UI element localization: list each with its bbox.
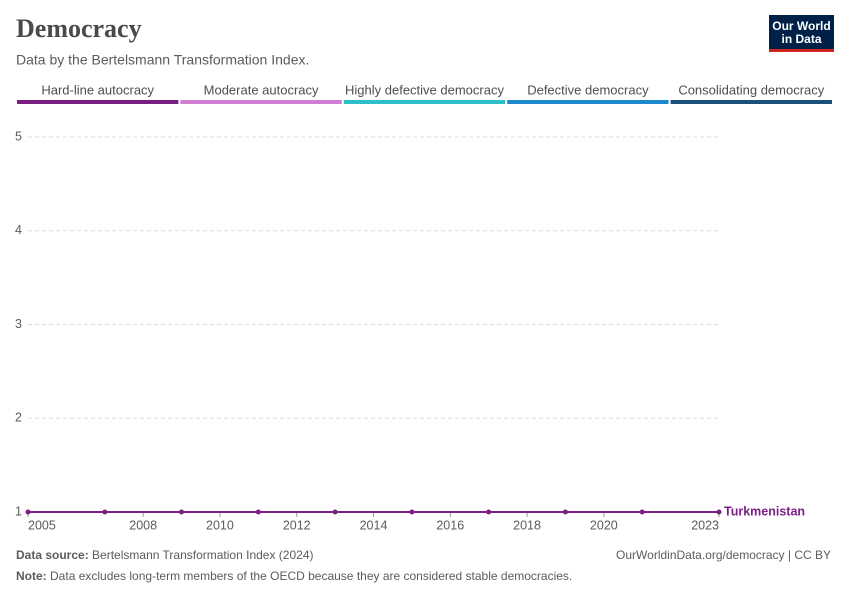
data-point bbox=[639, 509, 645, 515]
chart-title: Democracy bbox=[16, 14, 142, 43]
x-tick-label: 2010 bbox=[206, 518, 234, 532]
y-tick-label: 3 bbox=[15, 317, 22, 331]
data-point bbox=[102, 509, 108, 515]
note-text: Data excludes long-term members of the O… bbox=[50, 569, 572, 583]
legend-label: Hard-line autocracy bbox=[41, 82, 154, 97]
y-tick-label: 4 bbox=[15, 223, 22, 237]
x-tick-label: 2008 bbox=[129, 518, 157, 532]
x-tick-label: 2018 bbox=[513, 518, 541, 532]
url[interactable]: OurWorldinData.org/democracy | CC BY bbox=[616, 548, 831, 562]
x-tick-label: 2012 bbox=[283, 518, 311, 532]
data-point bbox=[332, 509, 338, 515]
x-tick-label: 2020 bbox=[590, 518, 618, 532]
y-tick-label: 5 bbox=[15, 129, 22, 143]
logo-box bbox=[769, 15, 834, 52]
legend-label: Highly defective democracy bbox=[345, 82, 504, 97]
y-tick-label: 2 bbox=[15, 411, 22, 425]
legend-swatch bbox=[343, 100, 506, 104]
logo[interactable]: Our World in Data bbox=[769, 15, 834, 52]
legend-swatch bbox=[180, 100, 342, 104]
legend-label: Consolidating democracy bbox=[678, 82, 824, 97]
legend-swatch bbox=[670, 100, 832, 104]
data-point bbox=[486, 509, 492, 515]
source: Data source: Bertelsmann Transformation … bbox=[16, 548, 314, 562]
series-label: Turkmenistan bbox=[724, 504, 805, 518]
x-tick-label: 2023 bbox=[691, 518, 719, 532]
data-point bbox=[255, 509, 261, 515]
note: Note: Data excludes long-term members of… bbox=[16, 569, 572, 583]
data-point bbox=[409, 509, 415, 515]
y-tick-label: 1 bbox=[15, 504, 22, 518]
x-tick-label: 2016 bbox=[436, 518, 464, 532]
note-label: Note: bbox=[16, 569, 47, 583]
data-point bbox=[179, 509, 185, 515]
legend-swatch bbox=[507, 100, 669, 104]
data-point bbox=[562, 509, 568, 515]
logo-text: Our World bbox=[772, 19, 830, 33]
data-point bbox=[25, 509, 31, 515]
legend-swatch bbox=[17, 100, 179, 104]
legend-label: Moderate autocracy bbox=[204, 82, 319, 97]
legend-label: Defective democracy bbox=[527, 82, 649, 97]
subtitle: Data by the Bertelsmann Transformation I… bbox=[16, 52, 309, 68]
source-label: Data source: bbox=[16, 548, 89, 562]
data-point bbox=[716, 509, 722, 515]
x-tick-label: 2005 bbox=[28, 518, 56, 532]
x-tick-label: 2014 bbox=[360, 518, 388, 532]
logo-stripe bbox=[769, 49, 834, 52]
source-text: Bertelsmann Transformation Index (2024) bbox=[92, 548, 313, 562]
logo-text: in Data bbox=[781, 32, 821, 46]
